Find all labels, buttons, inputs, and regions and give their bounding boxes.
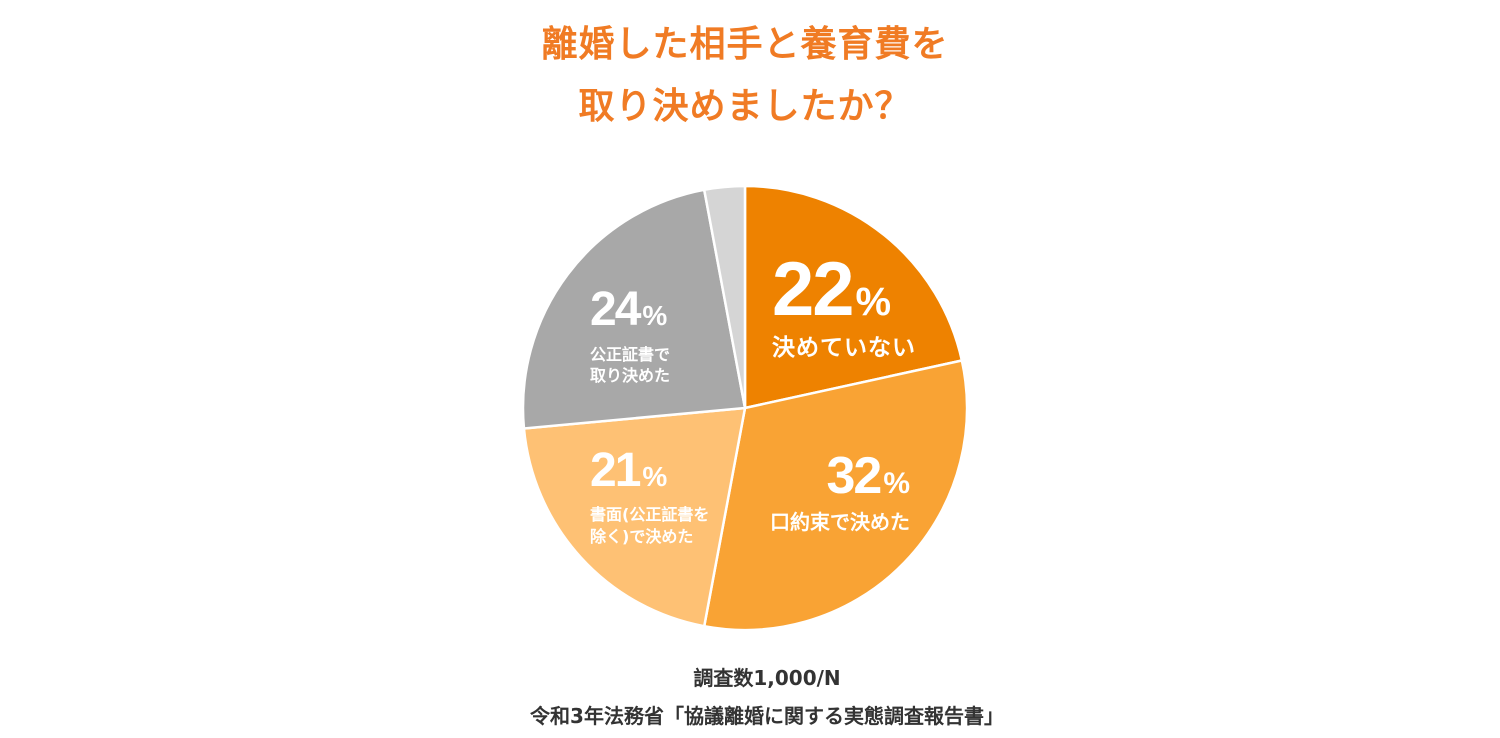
- slice-percent-value: 22: [772, 247, 855, 332]
- slice-label-line: 公正証書で: [590, 345, 671, 364]
- slice-percent-unit: %: [642, 461, 668, 492]
- slice-label-text: 決めていない: [772, 334, 916, 362]
- chart-title-line: 取り決めましたか？: [578, 86, 912, 127]
- slice-percent-unit: %: [855, 280, 892, 324]
- chart-footer: 調査数1,000/N 令和3年法務省「協議離婚に関する実態調査報告書」: [467, 659, 1067, 735]
- slice-percent: 24%: [590, 286, 670, 334]
- slice-percent: 22%: [772, 252, 916, 328]
- slice-label-text: 公正証書で 取り決めた: [590, 344, 670, 386]
- pie-slice-5: [702, 184, 747, 410]
- pie-slice-4: [521, 188, 747, 430]
- slice-label-not-decided: 22% 決めていない: [772, 252, 916, 362]
- slice-label-line: 除く)で決めた: [590, 527, 694, 546]
- slice-label-verbal-promise: 32% 口約束で決めた: [770, 450, 910, 535]
- pie-slice-2: [702, 359, 969, 632]
- chart-title: 離婚した相手と養育費を 取り決めましたか？: [245, 14, 1245, 138]
- slice-percent-unit: %: [642, 300, 668, 331]
- slice-percent-value: 32: [826, 447, 882, 505]
- slice-label-line: 書面(公正証書を: [590, 505, 710, 524]
- slice-label-line: 決めていない: [772, 335, 916, 361]
- pie-slice-1: [743, 184, 964, 410]
- slice-percent: 21%: [590, 447, 709, 495]
- slice-percent: 32%: [770, 450, 910, 502]
- slice-label-text: 口約束で決めた: [770, 509, 910, 535]
- sample-size-note: 調査数1,000/N: [693, 666, 841, 690]
- pie-chart: [521, 184, 969, 632]
- chart-title-line: 離婚した相手と養育費を: [541, 24, 949, 65]
- source-note: 令和3年法務省「協議離婚に関する実態調査報告書」: [530, 704, 1004, 728]
- slice-label-written-document: 21% 書面(公正証書を 除く)で決めた: [590, 447, 709, 548]
- pie-slice-3: [522, 406, 747, 628]
- slice-percent-value: 21: [590, 444, 641, 497]
- slice-label-line: 口約束で決めた: [770, 510, 910, 534]
- slice-percent-unit: %: [883, 467, 910, 500]
- slice-label-line: 取り決めた: [590, 366, 671, 385]
- slice-label-text: 書面(公正証書を 除く)で決めた: [590, 504, 709, 548]
- slice-label-notarial-deed: 24% 公正証書で 取り決めた: [590, 286, 670, 386]
- slice-percent-value: 24: [590, 283, 641, 336]
